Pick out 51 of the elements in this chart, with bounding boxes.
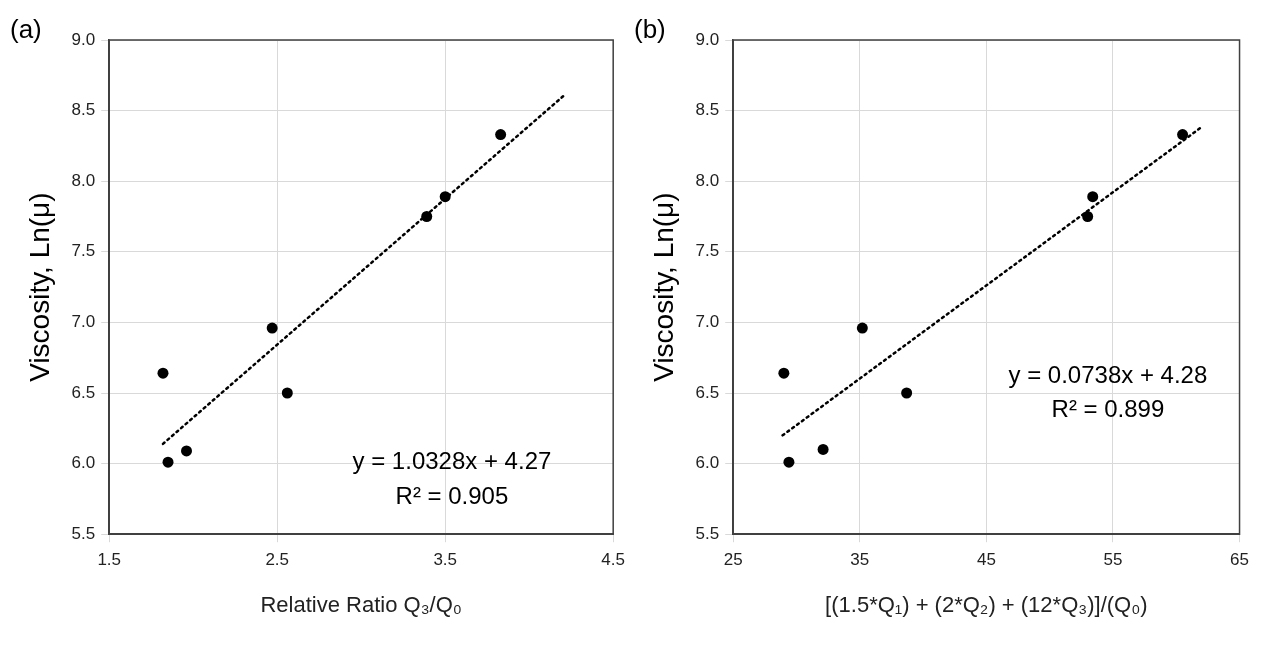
point <box>783 456 795 468</box>
point <box>1082 211 1094 222</box>
point <box>856 322 868 334</box>
point <box>1087 191 1099 203</box>
y-axis-title: Viscosity, Ln(μ) <box>647 192 679 382</box>
point <box>421 211 433 222</box>
point <box>1177 129 1189 141</box>
annotation: R² = 0.899 <box>1051 395 1165 423</box>
y-tick-label: 5.5 <box>71 523 96 543</box>
x-tick-label: 65 <box>1230 550 1250 570</box>
x-tick-label: 45 <box>976 550 996 570</box>
y-tick-label: 7.5 <box>695 241 720 261</box>
point <box>901 387 913 399</box>
chart-title: (b) <box>634 14 666 45</box>
x-axis-title: [(1.5*Q₁) + (2*Q₂) + (12*Q₃)]/(Q₀) <box>825 591 1148 617</box>
y-tick-label: 6.0 <box>695 453 720 473</box>
y-tick-label: 6.0 <box>71 453 96 473</box>
y-tick-label: 9.0 <box>71 29 96 49</box>
y-tick-label: 6.5 <box>695 382 720 402</box>
y-tick-label: 8.0 <box>71 170 96 190</box>
x-tick-label: 55 <box>1103 550 1123 570</box>
point <box>778 367 790 379</box>
x-tick-label: 2.5 <box>265 550 290 570</box>
y-tick-label: 7.0 <box>695 312 720 332</box>
y-tick-label: 7.0 <box>71 312 96 332</box>
y-tick-label: 8.0 <box>695 170 720 190</box>
x-axis-title: Relative Ratio Q₃/Q₀ <box>260 591 462 617</box>
annotation: y = 0.0738x + 4.28 <box>1008 360 1208 388</box>
y-tick-label: 6.5 <box>71 382 96 402</box>
point <box>495 129 507 141</box>
annotation: R² = 0.905 <box>395 481 509 509</box>
point <box>266 322 278 334</box>
y-axis-title: Viscosity, Ln(μ) <box>23 192 55 382</box>
y-tick-label: 8.5 <box>695 100 720 120</box>
y-tick-label: 5.5 <box>695 523 720 543</box>
point <box>181 445 193 457</box>
point <box>162 456 174 468</box>
point <box>157 367 169 379</box>
point <box>439 191 451 203</box>
annotation: y = 1.0328x + 4.27 <box>352 447 552 475</box>
x-tick-label: 25 <box>723 550 743 570</box>
y-tick-label: 7.5 <box>71 241 96 261</box>
point <box>817 443 829 455</box>
chart-title: (a) <box>10 14 42 45</box>
y-tick-label: 8.5 <box>71 100 96 120</box>
point <box>281 387 293 399</box>
x-tick-label: 1.5 <box>97 550 122 570</box>
x-tick-label: 4.5 <box>601 550 625 570</box>
y-tick-label: 9.0 <box>695 29 720 49</box>
x-tick-label: 35 <box>850 550 870 570</box>
x-tick-label: 3.5 <box>433 550 458 570</box>
